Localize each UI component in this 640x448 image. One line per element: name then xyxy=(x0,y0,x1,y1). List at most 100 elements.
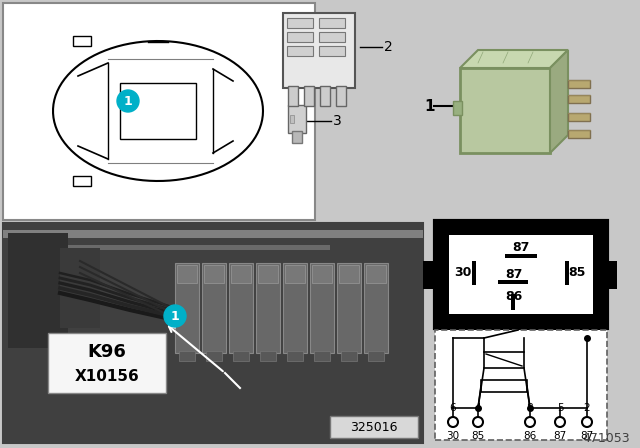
Text: 87: 87 xyxy=(554,431,566,441)
Bar xyxy=(73,176,91,186)
Bar xyxy=(231,265,251,283)
Circle shape xyxy=(448,417,458,427)
Text: 5: 5 xyxy=(557,403,563,413)
Text: 87: 87 xyxy=(512,241,530,254)
Bar xyxy=(202,263,226,353)
Bar xyxy=(320,86,330,106)
Bar xyxy=(3,3,315,220)
Bar xyxy=(283,13,355,88)
Bar xyxy=(568,113,590,121)
Bar xyxy=(229,263,253,353)
Bar xyxy=(511,294,515,310)
Circle shape xyxy=(525,417,535,427)
Text: 2: 2 xyxy=(584,403,590,413)
Bar xyxy=(60,248,100,328)
Bar xyxy=(256,263,280,353)
Polygon shape xyxy=(550,50,568,153)
Bar xyxy=(260,351,276,361)
Text: 325016: 325016 xyxy=(350,421,397,434)
Text: 86: 86 xyxy=(505,289,522,302)
Text: 30: 30 xyxy=(447,431,460,441)
Text: 471053: 471053 xyxy=(582,432,630,445)
Text: 1: 1 xyxy=(425,99,435,114)
Bar xyxy=(175,263,199,353)
Bar xyxy=(179,351,195,361)
Circle shape xyxy=(582,417,592,427)
Bar xyxy=(73,36,91,46)
Bar xyxy=(449,235,593,314)
Text: 2: 2 xyxy=(384,40,393,54)
Bar xyxy=(435,330,607,440)
Text: X10156: X10156 xyxy=(75,369,140,383)
Bar xyxy=(498,280,528,284)
Bar xyxy=(283,263,307,353)
Bar xyxy=(505,254,537,258)
Text: K96: K96 xyxy=(88,343,127,361)
Bar xyxy=(288,86,298,106)
Bar xyxy=(3,223,423,443)
Bar xyxy=(312,265,332,283)
Bar xyxy=(423,261,437,289)
Text: 85: 85 xyxy=(472,431,484,441)
Bar xyxy=(177,265,197,283)
Bar xyxy=(435,221,607,328)
Bar xyxy=(290,115,294,123)
Bar xyxy=(288,105,306,133)
Bar xyxy=(8,233,68,348)
Bar xyxy=(319,18,345,28)
Bar xyxy=(364,263,388,353)
Circle shape xyxy=(555,417,565,427)
Bar xyxy=(568,95,590,103)
Bar xyxy=(310,263,334,353)
Text: 4: 4 xyxy=(475,403,481,413)
Bar xyxy=(292,131,302,143)
Circle shape xyxy=(164,305,186,327)
Bar xyxy=(339,265,359,283)
Bar xyxy=(336,86,346,106)
Bar xyxy=(120,83,196,139)
Bar xyxy=(287,46,313,56)
Text: 87: 87 xyxy=(580,431,594,441)
Bar xyxy=(330,416,418,438)
Bar xyxy=(304,86,314,106)
Bar xyxy=(568,80,590,88)
Bar xyxy=(368,351,384,361)
Bar xyxy=(287,32,313,42)
Bar xyxy=(287,18,313,28)
Text: 86: 86 xyxy=(524,431,536,441)
Text: 3: 3 xyxy=(333,114,342,128)
Bar xyxy=(319,46,345,56)
Circle shape xyxy=(473,417,483,427)
Circle shape xyxy=(117,90,139,112)
Bar xyxy=(314,351,330,361)
Text: 8: 8 xyxy=(527,403,533,413)
Text: 85: 85 xyxy=(568,267,586,280)
Bar xyxy=(50,245,330,250)
Bar xyxy=(453,101,462,115)
Polygon shape xyxy=(53,41,263,181)
Polygon shape xyxy=(460,50,568,68)
Bar xyxy=(206,351,222,361)
Bar xyxy=(484,352,524,368)
Text: 87: 87 xyxy=(505,268,522,281)
Text: 1: 1 xyxy=(171,310,179,323)
Bar xyxy=(285,265,305,283)
Text: 1: 1 xyxy=(124,95,132,108)
Text: 30: 30 xyxy=(454,267,472,280)
Bar xyxy=(605,261,617,289)
Bar xyxy=(460,68,550,153)
Bar xyxy=(3,230,423,238)
Bar xyxy=(3,223,423,443)
Bar xyxy=(341,351,357,361)
Bar xyxy=(366,265,386,283)
Bar xyxy=(472,261,476,285)
Bar xyxy=(233,351,249,361)
Bar xyxy=(565,261,569,285)
Bar xyxy=(319,32,345,42)
Bar xyxy=(337,263,361,353)
Bar xyxy=(568,130,590,138)
Text: 6: 6 xyxy=(450,403,456,413)
Bar xyxy=(481,380,527,392)
Bar xyxy=(204,265,224,283)
Bar xyxy=(258,265,278,283)
